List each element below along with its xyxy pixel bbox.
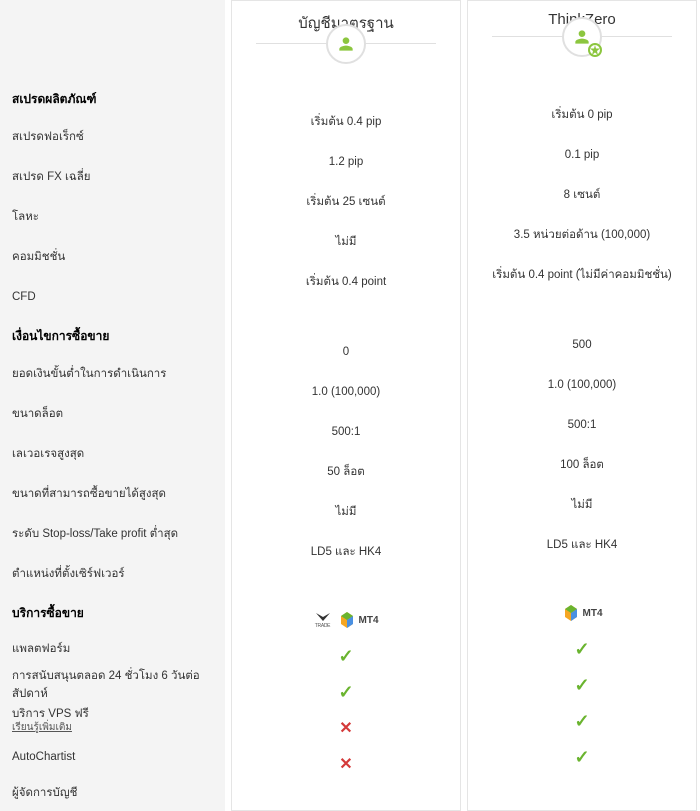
- cross-icon: ✕: [339, 718, 352, 738]
- check-icon: ✓: [574, 639, 589, 660]
- label-forex-spread: สเปรดฟอเร็กซ์: [0, 117, 225, 157]
- value-vps: ✓: [232, 674, 460, 710]
- label-commission: คอมมิชชั่น: [0, 237, 225, 277]
- value-max-trade-size: 50 ล็อต: [232, 452, 460, 492]
- label-max-leverage: เลเวอเรจสูงสุด: [0, 434, 225, 474]
- value-lot-size: 1.0 (100,000): [232, 372, 460, 412]
- person-icon: [326, 24, 366, 64]
- value-metals: เริ่มต้น 25 เซนต์: [232, 182, 460, 222]
- value-autochartist: ✓: [468, 703, 696, 739]
- value-max-leverage: 500:1: [468, 405, 696, 445]
- value-min-balance: 0: [232, 332, 460, 372]
- value-cfd: เริ่มต้น 0.4 point (ไม่มีค่าคอมมิชชั่น): [468, 255, 696, 295]
- comparison-table: สเปรดผลิตภัณฑ์ สเปรดฟอเร็กซ์ สเปรด FX เฉ…: [0, 0, 700, 811]
- check-icon: ✓: [574, 711, 589, 732]
- label-cfd: CFD: [0, 277, 225, 317]
- person-star-icon: [562, 17, 602, 57]
- value-account-manager: ✓: [468, 739, 696, 775]
- check-icon: ✓: [574, 747, 589, 768]
- value-forex-spread: เริ่มต้น 0.4 pip: [232, 102, 460, 142]
- labels-column: สเปรดผลิตภัณฑ์ สเปรดฟอเร็กซ์ สเปรด FX เฉ…: [0, 0, 225, 811]
- value-avg-fx-spread: 1.2 pip: [232, 142, 460, 182]
- label-account-manager: ผู้จัดการบัญชี: [0, 775, 225, 811]
- value-max-leverage: 500:1: [232, 412, 460, 452]
- check-icon: ✓: [338, 646, 353, 667]
- trade-interceptor-icon: TRADE: [314, 611, 332, 629]
- plan-thinkzero: ThinkZero เริ่มต้น 0 pip 0.1 pip 8 เซนต์…: [467, 0, 697, 811]
- section-header-conditions: เงื่อนไขการซื้อขาย: [0, 317, 225, 354]
- section-header-services: บริการซื้อขาย: [0, 594, 225, 631]
- plan-standard: บัญชีมาตรฐาน เริ่มต้น 0.4 pip 1.2 pip เร…: [231, 0, 461, 811]
- plan-header: บัญชีมาตรฐาน: [232, 1, 460, 72]
- value-metals: 8 เซนต์: [468, 175, 696, 215]
- section-header-spreads: สเปรดผลิตภัณฑ์: [0, 80, 225, 117]
- value-commission: ไม่มี: [232, 222, 460, 262]
- value-max-trade-size: 100 ล็อต: [468, 445, 696, 485]
- label-metals: โลหะ: [0, 197, 225, 237]
- check-icon: ✓: [574, 675, 589, 696]
- mt4-icon: MT4: [562, 604, 603, 622]
- value-commission: 3.5 หน่วยต่อด้าน (100,000): [468, 215, 696, 255]
- value-account-manager: ✕: [232, 746, 460, 782]
- label-min-sl-tp: ระดับ Stop-loss/Take profit ต่ำสุด: [0, 514, 225, 554]
- value-server-location: LD5 และ HK4: [232, 532, 460, 572]
- value-min-sl-tp: ไม่มี: [468, 485, 696, 525]
- label-max-trade-size: ขนาดที่สามารถซื้อขายได้สูงสุด: [0, 474, 225, 514]
- star-badge-icon: [588, 43, 602, 57]
- value-min-sl-tp: ไม่มี: [232, 492, 460, 532]
- value-forex-spread: เริ่มต้น 0 pip: [468, 95, 696, 135]
- mt4-icon: MT4: [338, 611, 379, 629]
- label-min-balance: ยอดเงินขั้นต่ำในการดำเนินการ: [0, 354, 225, 394]
- label-lot-size: ขนาดล็อต: [0, 394, 225, 434]
- label-support: การสนับสนุนตลอด 24 ชั่วโมง 6 วันต่อสัปดา…: [0, 667, 225, 703]
- value-platform: TRADE MT4: [232, 602, 460, 638]
- plan-header: ThinkZero: [468, 1, 696, 65]
- label-avg-fx-spread: สเปรด FX เฉลี่ย: [0, 157, 225, 197]
- value-lot-size: 1.0 (100,000): [468, 365, 696, 405]
- value-support: ✓: [468, 631, 696, 667]
- value-avg-fx-spread: 0.1 pip: [468, 135, 696, 175]
- vps-learn-more-link[interactable]: เรียนรู้เพิ่มเติม: [12, 722, 89, 734]
- label-vps: บริการ VPS ฟรี เรียนรู้เพิ่มเติม: [0, 703, 225, 739]
- value-platform: MT4: [468, 595, 696, 631]
- label-server-location: ตำแหน่งที่ตั้งเซิร์ฟเวอร์: [0, 554, 225, 594]
- check-icon: ✓: [338, 682, 353, 703]
- value-cfd: เริ่มต้น 0.4 point: [232, 262, 460, 302]
- value-vps: ✓: [468, 667, 696, 703]
- value-server-location: LD5 และ HK4: [468, 525, 696, 565]
- value-min-balance: 500: [468, 325, 696, 365]
- cross-icon: ✕: [339, 754, 352, 774]
- label-platform: แพลตฟอร์ม: [0, 631, 225, 667]
- value-support: ✓: [232, 638, 460, 674]
- label-autochartist: AutoChartist: [0, 739, 225, 775]
- vps-text: บริการ VPS ฟรี: [12, 708, 89, 720]
- value-autochartist: ✕: [232, 710, 460, 746]
